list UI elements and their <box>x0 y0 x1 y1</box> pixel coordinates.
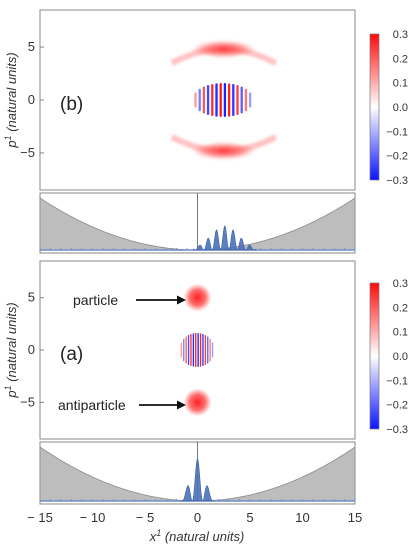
fringe <box>183 338 185 362</box>
panel-b-y-ticks: 5 0 −5 <box>20 39 44 160</box>
fringe <box>209 338 211 362</box>
x-tick-label: 15 <box>348 510 362 525</box>
wigner-arc <box>170 134 278 160</box>
colorbar-tick-label: 0.0 <box>393 102 408 114</box>
panel-a-label: (a) <box>60 344 83 365</box>
wigner-blob <box>183 388 212 417</box>
panel-b-frame <box>39 9 356 191</box>
colorbar-tick-label: 0.3 <box>393 29 408 41</box>
panel-a-potential-plot <box>39 442 356 502</box>
fringe <box>211 342 214 358</box>
x-ticks: − 15 − 10 − 5 0 5 10 15 <box>27 510 362 525</box>
colorbar-bar <box>369 282 380 430</box>
panel-a-annotations: particle antiparticle <box>58 292 186 413</box>
y-tick-label: 5 <box>28 39 35 54</box>
density-peaks <box>180 458 215 502</box>
fringe <box>194 92 197 108</box>
fringe <box>207 336 209 364</box>
colorbar-tick-label: 0.1 <box>393 78 408 90</box>
fringe <box>223 83 227 117</box>
fringe <box>215 83 218 117</box>
panel-b: 5 0 −5 (b) p1 (natural units) 0.3 0.2 0.1 0.0… <box>3 9 408 191</box>
colorbar-tick-label: −0.1 <box>386 126 408 138</box>
fringe <box>248 92 252 108</box>
colorbar-tick-label: 0.3 <box>393 278 408 290</box>
colorbar-tick-label: −0.3 <box>386 424 408 436</box>
y-tick-label: 0 <box>28 342 35 357</box>
panel-a-colorbar: 0.3 0.2 0.1 0.0 −0.1 −0.2 −0.3 <box>369 278 408 436</box>
x-tick-label: 5 <box>246 510 253 525</box>
fringe <box>236 85 239 115</box>
fringe <box>198 88 201 112</box>
x-tick-label: 0 <box>194 510 201 525</box>
fringe <box>199 333 202 367</box>
fringe <box>227 83 231 117</box>
x-axis-label: x1 (natural units) <box>149 528 245 544</box>
colorbar-tick-label: 0.2 <box>393 302 408 314</box>
fringe <box>211 83 214 117</box>
fringe <box>192 333 195 367</box>
panel-a-y-axis-label: p1 (natural units) <box>3 302 19 398</box>
colorbar-tick-label: 0.1 <box>393 327 408 339</box>
colorbar-tick-label: 0.2 <box>393 53 408 65</box>
panel-a-potential: − 15 − 10 − 5 0 5 10 15 x1 (natural units) <box>27 441 362 544</box>
fringe <box>180 342 183 358</box>
panel-a-heatmap <box>180 283 214 417</box>
density-peaks <box>193 225 257 251</box>
panel-b-y-axis-label: p1 (natural units) <box>3 52 19 148</box>
fringe <box>240 86 243 114</box>
panel-b-potential <box>39 192 356 254</box>
particle-arrow-head <box>177 295 186 305</box>
fringe <box>202 333 204 367</box>
y-tick-label: −5 <box>20 145 35 160</box>
wigner-blob <box>183 283 212 312</box>
colorbar-bar <box>369 33 380 181</box>
panel-b-potential-plot <box>39 193 356 251</box>
x-tick-label: − 15 <box>27 510 53 525</box>
x-tick-label: − 10 <box>80 510 106 525</box>
fringe <box>197 333 199 367</box>
colorbar-tick-label: 0.0 <box>393 351 408 363</box>
y-tick-label: 5 <box>28 290 35 305</box>
y-tick-label: 0 <box>28 92 35 107</box>
annotation-particle: particle <box>73 292 118 308</box>
fringe <box>202 86 206 114</box>
fringe <box>185 336 187 364</box>
fringe <box>244 88 248 112</box>
interference-fringes <box>180 333 214 367</box>
fringe <box>219 83 222 117</box>
y-tick-label: −5 <box>20 394 35 409</box>
colorbar-tick-label: −0.1 <box>386 375 408 387</box>
colorbar-tick-label: −0.2 <box>386 151 408 163</box>
annotation-antiparticle: antiparticle <box>58 397 126 413</box>
panel-b-heatmap <box>170 40 278 160</box>
fringe <box>206 85 210 115</box>
colorbar-tick-label: −0.3 <box>386 175 408 187</box>
fringe <box>190 333 192 367</box>
fringe <box>204 335 207 365</box>
interference-fringes <box>194 83 252 117</box>
panel-a: 5 0 −5 (a) particle antiparticle p1 (natur… <box>3 260 408 440</box>
panel-b-label: (b) <box>60 94 83 115</box>
fringe <box>187 335 190 365</box>
panel-a-y-ticks: 5 0 −5 <box>20 290 44 409</box>
wigner-arc <box>170 40 278 66</box>
fringe <box>195 333 197 367</box>
panel-b-colorbar: 0.3 0.2 0.1 0.0 −0.1 −0.2 −0.3 <box>369 29 408 187</box>
x-tick-label: − 5 <box>136 510 154 525</box>
x-tick-label: 10 <box>295 510 309 525</box>
fringe <box>232 83 235 117</box>
colorbar-tick-label: −0.2 <box>386 400 408 412</box>
antiparticle-arrow-head <box>177 400 186 410</box>
